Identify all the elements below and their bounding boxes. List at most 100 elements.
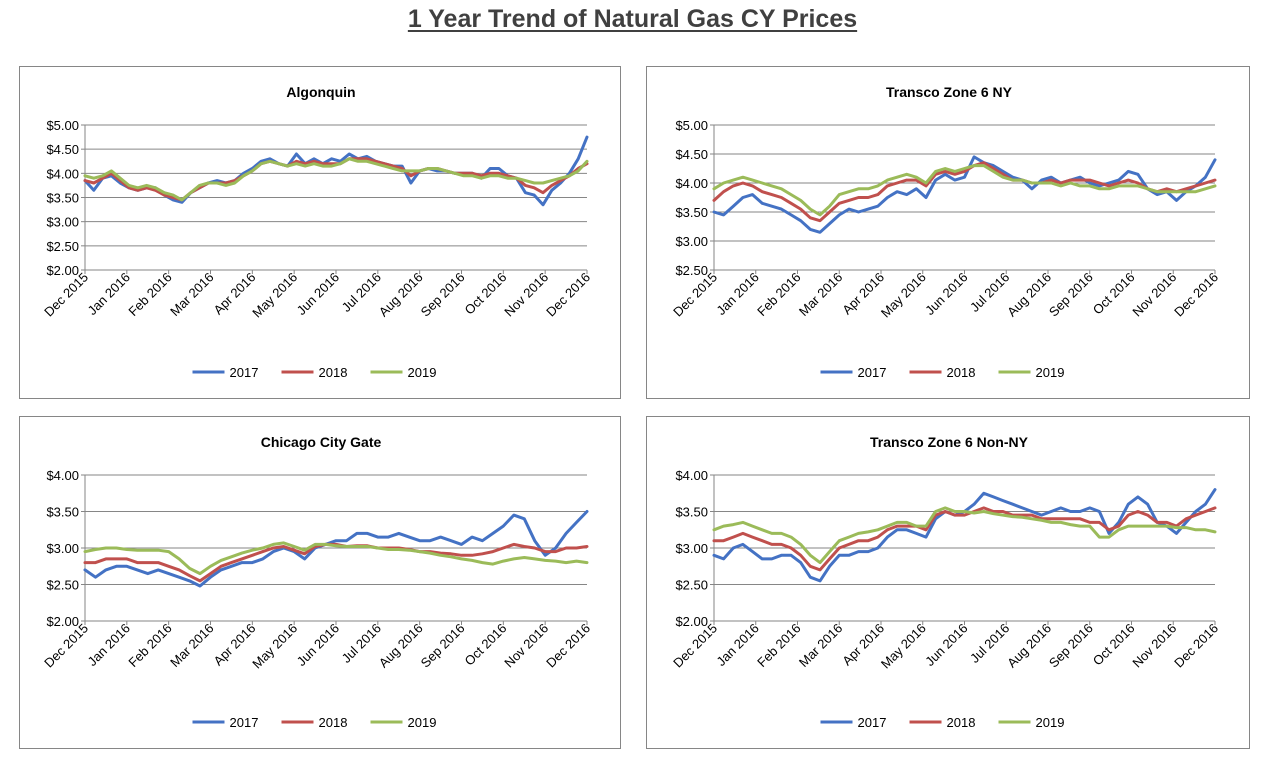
chart-title: Transco Zone 6 NY: [886, 84, 1013, 100]
legend-item-2018: 2018: [281, 365, 348, 380]
y-tick-label: $5.00: [675, 118, 708, 133]
x-tick-label: Jan 2016: [713, 621, 761, 669]
x-tick-label: Nov 2016: [1129, 621, 1179, 671]
legend-label: 2017: [858, 715, 887, 730]
legend-item-2018: 2018: [909, 715, 976, 730]
chart-title: Chicago City Gate: [261, 434, 382, 450]
y-tick-label: $4.50: [675, 147, 708, 162]
x-tick-label: Feb 2016: [754, 621, 803, 670]
legend-item-2017: 2017: [192, 365, 259, 380]
series-line-2017: [83, 135, 589, 207]
chart-panel-transco-zone-6-non-ny: Transco Zone 6 Non-NY $4.00 $3.50 $3.00 $2.5…: [646, 416, 1250, 749]
x-tick-label: Jun 2016: [922, 621, 970, 669]
x-tick-label: Nov 2016: [501, 621, 551, 671]
x-tick-label: Jan 2016: [85, 270, 133, 318]
legend-item-2019: 2019: [998, 715, 1065, 730]
y-tick-label: $3.00: [46, 541, 79, 556]
y-tick-label: $2.00: [46, 263, 79, 278]
legend-label: 2017: [858, 365, 887, 380]
y-tick-label: $3.50: [675, 505, 708, 520]
y-tick-label: $3.50: [46, 191, 79, 206]
y-tick-label: $3.00: [675, 234, 708, 249]
chart-title: Algonquin: [286, 84, 355, 100]
y-tick-label: $2.50: [46, 578, 79, 593]
legend-item-2019: 2019: [998, 365, 1065, 380]
y-tick-label: $2.00: [46, 614, 79, 629]
legend-item-2019: 2019: [370, 715, 437, 730]
series-line-2019: [83, 541, 589, 576]
series-line-2017: [712, 155, 1217, 234]
series-line-2017: [83, 510, 589, 588]
x-tick-label: Jan 2016: [713, 270, 761, 318]
x-tick-label: Aug 2016: [376, 270, 426, 320]
x-tick-label: Jun 2016: [294, 270, 342, 318]
x-tick-label: Mar 2016: [796, 621, 845, 670]
x-tick-label: Nov 2016: [1129, 270, 1179, 320]
y-tick-label: $3.00: [46, 215, 79, 230]
legend-label: 2019: [408, 715, 437, 730]
y-tick-label: $5.00: [46, 118, 79, 133]
x-tick-label: Aug 2016: [1004, 270, 1054, 320]
x-tick-label: May 2016: [249, 621, 300, 672]
x-tick-label: Jan 2016: [85, 621, 133, 669]
x-tick-label: Dec 2016: [1171, 270, 1221, 320]
legend-label: 2017: [230, 715, 259, 730]
legend-label: 2017: [230, 365, 259, 380]
x-tick-label: Jun 2016: [294, 621, 342, 669]
y-tick-label: $2.50: [675, 263, 708, 278]
x-tick-label: Jun 2016: [922, 270, 970, 318]
x-tick-label: Sep 2016: [418, 621, 468, 671]
x-tick-label: Aug 2016: [376, 621, 426, 671]
x-tick-label: May 2016: [249, 270, 300, 321]
chart-chicago-city-gate: Chicago City Gate $4.00 $3.50 $3.00 $2.50 $2.…: [41, 434, 593, 730]
y-tick-label: $4.00: [46, 166, 79, 181]
series-line-2018: [712, 161, 1217, 223]
y-tick-label: $3.50: [675, 205, 708, 220]
series-line-2019: [83, 157, 589, 202]
x-tick-label: Dec 2016: [543, 621, 593, 671]
legend-label: 2019: [1036, 715, 1065, 730]
legend-item-2018: 2018: [281, 715, 348, 730]
chart-transco-zone-6-non-ny: Transco Zone 6 Non-NY $4.00 $3.50 $3.00 $2.5…: [670, 434, 1221, 730]
legend-label: 2018: [947, 715, 976, 730]
x-tick-label: Sep 2016: [1046, 621, 1096, 671]
x-tick-label: Sep 2016: [418, 270, 468, 320]
y-tick-label: $2.50: [675, 578, 708, 593]
page-title: 1 Year Trend of Natural Gas CY Prices: [407, 5, 858, 33]
y-tick-label: $2.00: [675, 614, 708, 629]
y-tick-label: $3.50: [46, 505, 79, 520]
series-line-2019: [712, 506, 1217, 565]
series-line-2019: [712, 164, 1217, 217]
y-tick-label: $2.50: [46, 239, 79, 254]
legend-item-2017: 2017: [192, 715, 259, 730]
x-tick-label: Mar 2016: [167, 270, 216, 319]
x-tick-label: Dec 2016: [543, 270, 593, 320]
y-tick-label: $4.00: [46, 468, 79, 483]
chart-title: Transco Zone 6 Non-NY: [870, 434, 1029, 450]
legend-item-2017: 2017: [820, 365, 887, 380]
chart-panel-algonquin: Algonquin $5.00 $4.50 $4.00 $3.50 $3.00 $2.50 $…: [19, 66, 621, 399]
series-line-2018: [712, 506, 1217, 572]
chart-algonquin: Algonquin $5.00 $4.50 $4.00 $3.50 $3.00 $2.50 $…: [41, 84, 593, 380]
x-tick-label: Feb 2016: [754, 270, 803, 319]
x-tick-label: Dec 2016: [1171, 621, 1221, 671]
legend-label: 2018: [319, 365, 348, 380]
y-tick-label: $4.50: [46, 142, 79, 157]
x-tick-label: May 2016: [878, 270, 929, 321]
legend-item-2017: 2017: [820, 715, 887, 730]
legend-label: 2018: [947, 365, 976, 380]
x-tick-label: Aug 2016: [1004, 621, 1054, 671]
legend-label: 2018: [319, 715, 348, 730]
x-tick-label: Feb 2016: [125, 270, 174, 319]
chart-panel-chicago-city-gate: Chicago City Gate $4.00 $3.50 $3.00 $2.50 $2.…: [19, 416, 621, 749]
legend-label: 2019: [1036, 365, 1065, 380]
y-tick-label: $4.00: [675, 176, 708, 191]
x-tick-label: Nov 2016: [501, 270, 551, 320]
legend-item-2018: 2018: [909, 365, 976, 380]
x-tick-label: Mar 2016: [796, 270, 845, 319]
y-tick-label: $3.00: [675, 541, 708, 556]
x-tick-label: Sep 2016: [1046, 270, 1096, 320]
chart-transco-zone-6-ny: Transco Zone 6 NY $5.00 $4.50 $4.00 $3.50 $3.…: [670, 84, 1221, 380]
x-tick-label: May 2016: [878, 621, 929, 672]
legend-item-2019: 2019: [370, 365, 436, 380]
